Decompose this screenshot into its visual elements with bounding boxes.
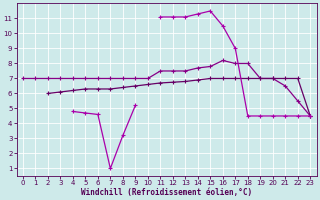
X-axis label: Windchill (Refroidissement éolien,°C): Windchill (Refroidissement éolien,°C) — [81, 188, 252, 197]
